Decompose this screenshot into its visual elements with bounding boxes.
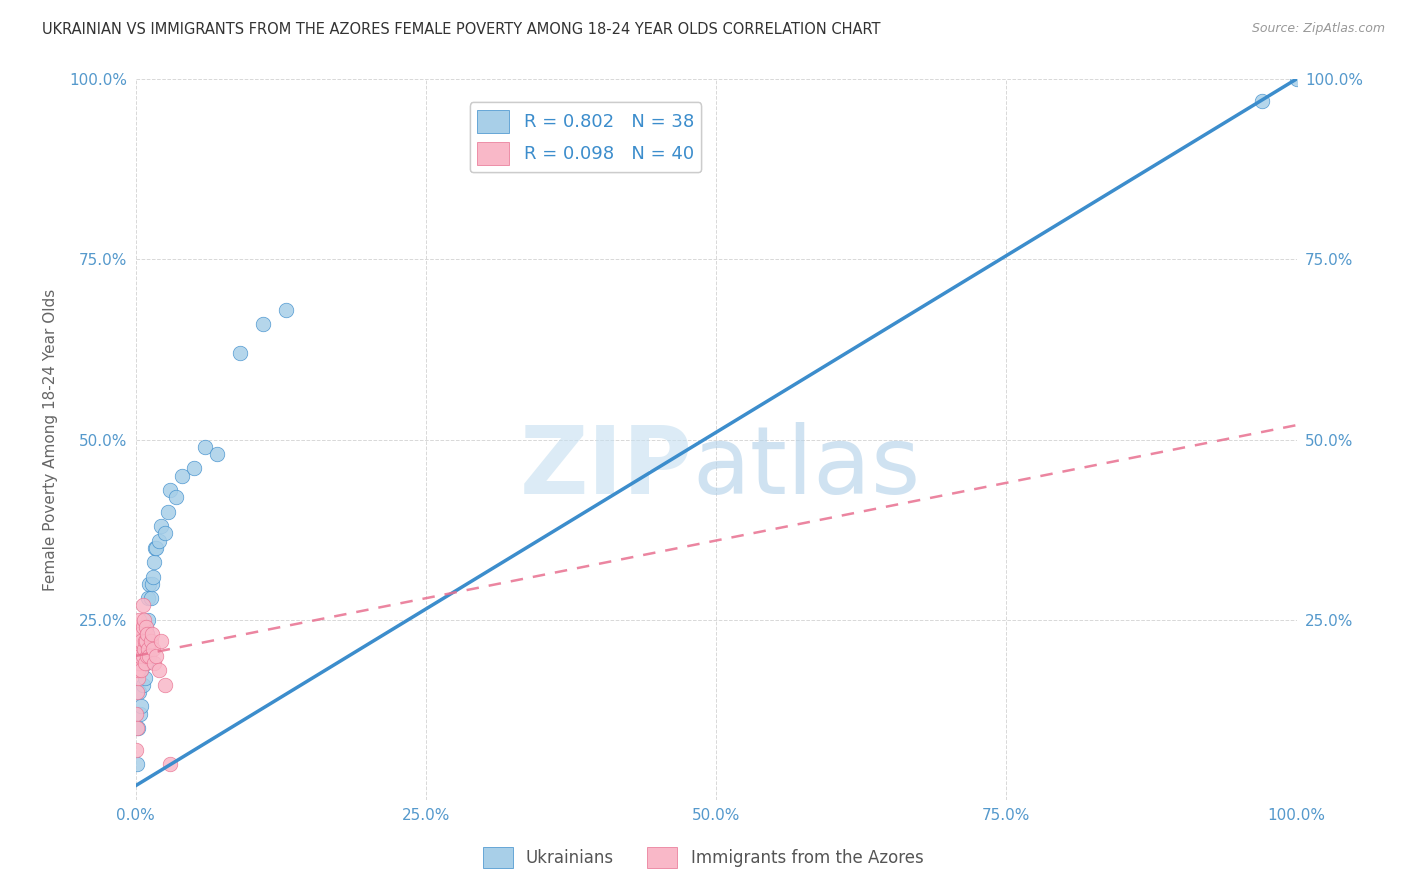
Point [148, 663, 170, 677]
Y-axis label: Female Poverty Among 18-24 Year Olds: Female Poverty Among 18-24 Year Olds [44, 288, 58, 591]
Point [135, 620, 157, 634]
Point [124, 663, 146, 677]
Point [148, 533, 170, 548]
Point [183, 461, 205, 475]
Point [1285, 72, 1308, 87]
Point [125, 721, 148, 735]
Point [134, 634, 156, 648]
Point [131, 678, 153, 692]
Point [145, 541, 167, 555]
Point [132, 613, 155, 627]
Point [127, 641, 149, 656]
Point [127, 721, 149, 735]
Point [129, 627, 152, 641]
Point [129, 706, 152, 721]
Point [157, 505, 180, 519]
Point [131, 599, 153, 613]
Point [135, 620, 157, 634]
Point [127, 671, 149, 685]
Point [134, 671, 156, 685]
Text: UKRAINIAN VS IMMIGRANTS FROM THE AZORES FEMALE POVERTY AMONG 18-24 YEAR OLDS COR: UKRAINIAN VS IMMIGRANTS FROM THE AZORES … [42, 22, 880, 37]
Point [159, 757, 181, 772]
Point [143, 656, 166, 670]
Point [276, 302, 298, 317]
Point [135, 656, 157, 670]
Point [138, 613, 160, 627]
Point [125, 685, 148, 699]
Text: ZIP: ZIP [520, 423, 693, 515]
Text: Source: ZipAtlas.com: Source: ZipAtlas.com [1251, 22, 1385, 36]
Point [143, 541, 166, 555]
Point [150, 634, 173, 648]
Point [132, 641, 155, 656]
Point [134, 634, 156, 648]
Point [124, 706, 146, 721]
Point [159, 483, 181, 497]
Point [142, 641, 165, 656]
Point [142, 569, 165, 583]
Point [136, 641, 159, 656]
Point [141, 576, 163, 591]
Point [138, 641, 160, 656]
Point [127, 663, 149, 677]
Point [165, 490, 187, 504]
Point [139, 591, 162, 606]
Point [128, 613, 150, 627]
Point [131, 634, 153, 648]
Legend: R = 0.802   N = 38, R = 0.098   N = 40: R = 0.802 N = 38, R = 0.098 N = 40 [470, 103, 702, 172]
Point [136, 627, 159, 641]
Point [135, 634, 157, 648]
Point [194, 440, 217, 454]
Point [136, 627, 159, 641]
Point [138, 591, 160, 606]
Point [143, 555, 166, 569]
Point [124, 742, 146, 756]
Point [138, 648, 160, 663]
Point [125, 757, 148, 772]
Point [136, 648, 159, 663]
Point [125, 648, 148, 663]
Point [139, 634, 162, 648]
Text: atlas: atlas [693, 423, 921, 515]
Point [229, 346, 252, 360]
Point [138, 576, 160, 591]
Point [150, 519, 173, 533]
Point [153, 526, 176, 541]
Point [131, 699, 153, 714]
Point [127, 620, 149, 634]
Point [170, 468, 193, 483]
Point [145, 648, 167, 663]
Point [131, 648, 153, 663]
Point [132, 648, 155, 663]
Point [141, 627, 163, 641]
Point [128, 685, 150, 699]
Point [131, 663, 153, 677]
Point [153, 678, 176, 692]
Point [252, 317, 274, 331]
Point [128, 656, 150, 670]
Point [1250, 94, 1272, 108]
Point [205, 447, 228, 461]
Point [129, 648, 152, 663]
Legend: Ukrainians, Immigrants from the Azores: Ukrainians, Immigrants from the Azores [475, 840, 931, 875]
Point [131, 620, 153, 634]
Point [131, 663, 153, 677]
Point [125, 627, 148, 641]
Point [134, 656, 156, 670]
Point [128, 634, 150, 648]
